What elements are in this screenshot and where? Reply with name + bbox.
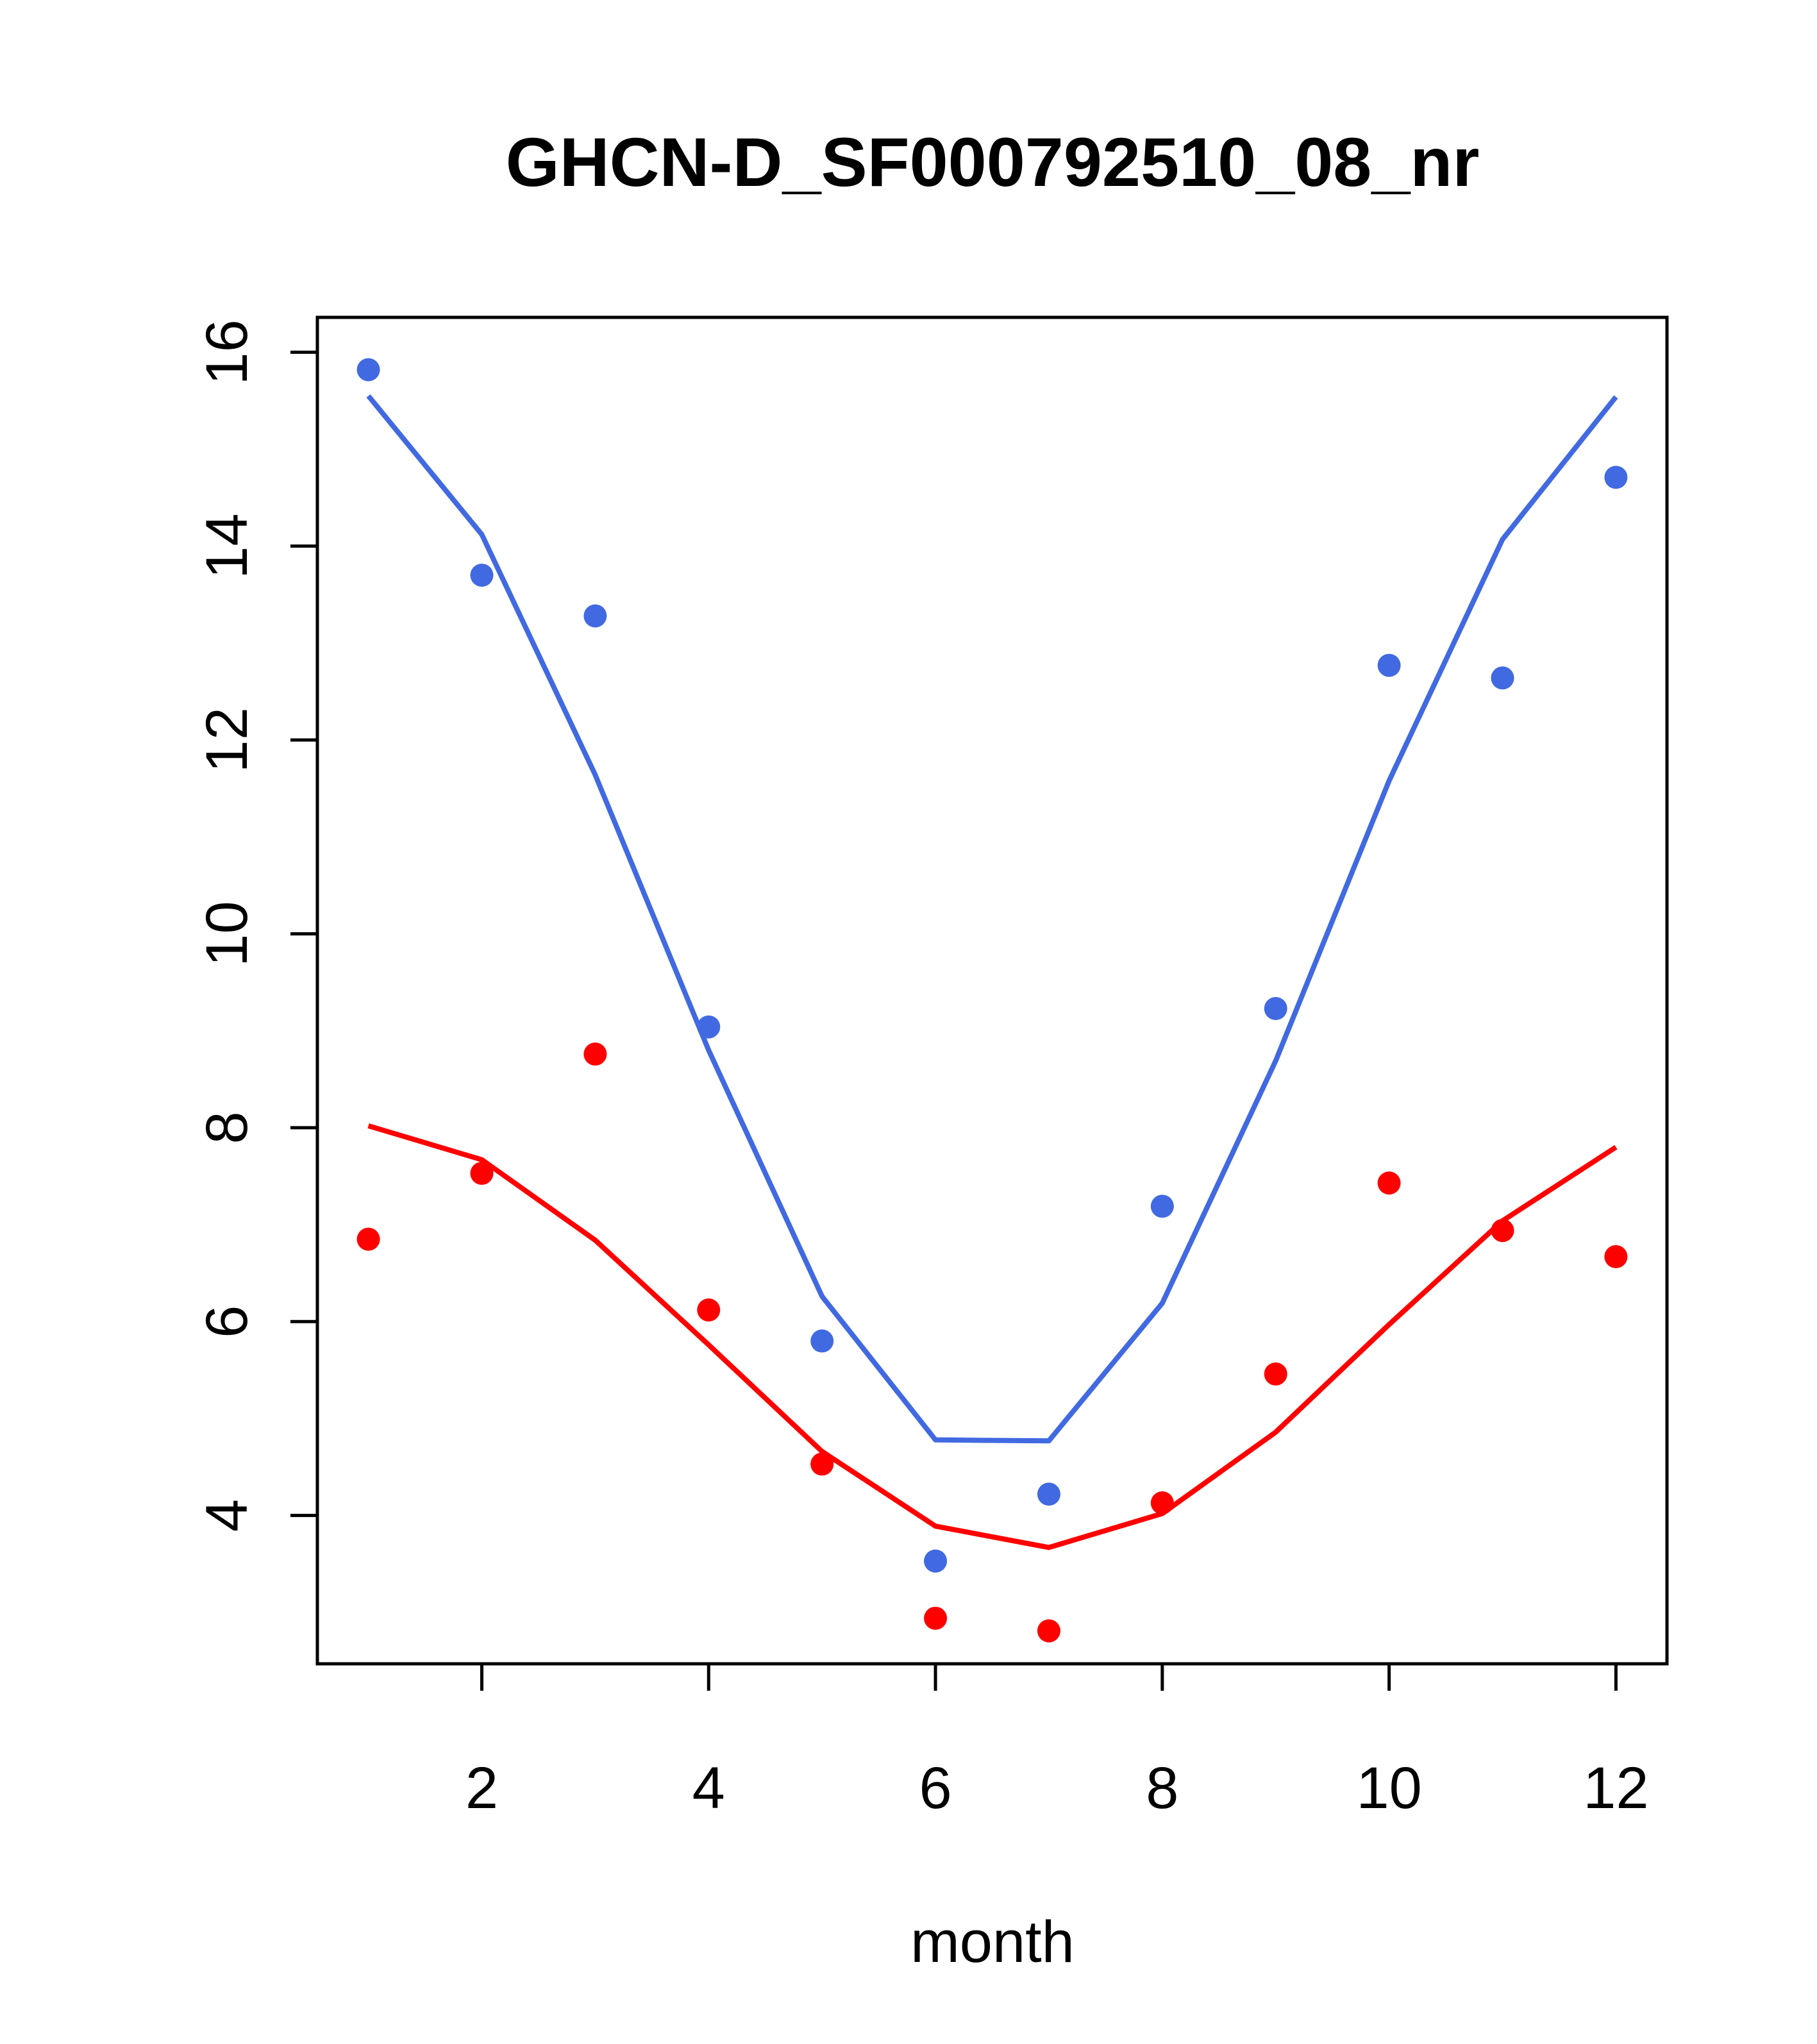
series-2-point <box>1377 1171 1401 1195</box>
series-2-fit-line <box>367 1123 1618 1550</box>
series-1-point <box>1491 666 1514 690</box>
x-axis: 2 4 6 8 10 12 <box>465 1662 1649 1821</box>
series-2-point <box>1491 1219 1514 1243</box>
y-tick-label: 14 <box>194 514 260 579</box>
x-tick-label: 10 <box>1356 1755 1421 1821</box>
y-tick-label: 10 <box>194 901 260 966</box>
series-2-point <box>1150 1491 1174 1515</box>
y-tick-label: 16 <box>194 319 260 385</box>
y-axis: 4 6 8 10 12 14 16 <box>194 319 319 1532</box>
x-tick-label: 4 <box>692 1755 725 1821</box>
x-axis-label: month <box>910 1909 1075 1975</box>
series-2-point <box>810 1452 834 1476</box>
series-2-point <box>924 1606 948 1630</box>
series-1-point <box>810 1329 834 1353</box>
y-tick-label: 4 <box>194 1499 260 1532</box>
series-layer <box>356 358 1628 1643</box>
series-2-point <box>583 1043 607 1066</box>
series-2-point <box>697 1298 721 1322</box>
series-1-point <box>583 604 607 628</box>
x-tick-label: 8 <box>1146 1755 1178 1821</box>
series-1-point <box>697 1015 721 1039</box>
series-1-point <box>1150 1194 1174 1218</box>
x-tick-label: 6 <box>919 1755 951 1821</box>
y-tick-label: 6 <box>194 1305 260 1338</box>
plot-frame <box>315 315 1669 1666</box>
series-2-point <box>356 1227 380 1251</box>
y-tick-label: 12 <box>194 707 260 773</box>
series-1-point <box>1604 465 1628 489</box>
series-2-point <box>1604 1245 1628 1269</box>
series-1-fit-line <box>366 394 1618 1444</box>
x-tick-label: 12 <box>1583 1755 1648 1821</box>
series-2-point <box>1264 1362 1287 1386</box>
x-tick-label: 2 <box>465 1755 498 1821</box>
y-tick-label: 8 <box>194 1111 260 1144</box>
chart-title: GHCN-D_SF000792510_08_nr <box>506 123 1480 201</box>
series-1-point <box>1264 996 1287 1020</box>
series-1-point <box>1377 653 1401 677</box>
series-1-point <box>924 1549 948 1573</box>
series-1-point <box>470 564 494 587</box>
series-1-point <box>356 358 380 381</box>
series-2-point <box>470 1161 494 1185</box>
series-1-point <box>1037 1482 1060 1506</box>
series-2-point <box>1037 1619 1060 1643</box>
